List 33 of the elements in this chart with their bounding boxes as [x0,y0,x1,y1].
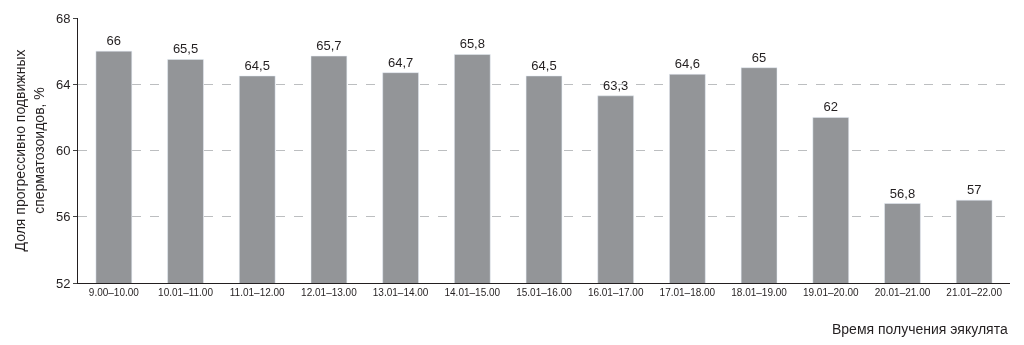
y-tick-label: 68 [55,10,71,26]
x-tick-label: 21.01–22.00 [946,287,1003,298]
data-label: 66 [106,33,122,49]
data-label: 57 [966,182,982,198]
data-label: 62 [823,99,838,115]
data-label: 63,3 [603,77,629,93]
y-tick-label: 52 [55,275,71,291]
data-label: 64,5 [531,57,557,73]
x-tick-label: 17.01–18.00 [659,287,716,298]
data-label: 64,6 [674,56,701,72]
y-axis-title: Доля прогрессивно подвижных сперматозоидов, % [12,49,47,252]
x-tick-label: 13.01–14.00 [372,287,429,298]
x-tick-label: 20.01–21.00 [874,287,931,298]
y-tick-label: 56 [55,209,71,225]
x-tick-label: 10.01–11.00 [158,287,214,298]
y-tick-label: 60 [55,143,71,159]
x-tick-label: 9.00–10.00 [88,287,140,298]
data-label: 56,8 [889,185,916,201]
data-label: 65,5 [172,41,199,57]
data-label: 65 [751,49,767,65]
x-axis-title: Время получения эякулята [832,321,1008,337]
x-tick-label: 11.01–12.00 [229,287,286,298]
x-tick-label: 15.01–16.00 [516,287,573,298]
data-label: 64,5 [244,57,270,73]
data-label: 65,8 [459,36,485,52]
x-tick-label: 18.01–19.00 [731,287,788,298]
data-label: 65,7 [316,38,342,54]
x-tick-label: 19.01–20.00 [802,287,860,298]
x-tick-label: 12.01–13.00 [301,287,358,298]
x-tick-label: 16.01–17.00 [587,287,644,298]
data-label: 64,7 [387,54,414,70]
x-tick-label: 14.01–15.00 [444,287,501,298]
y-tick-label: 64 [55,76,71,92]
